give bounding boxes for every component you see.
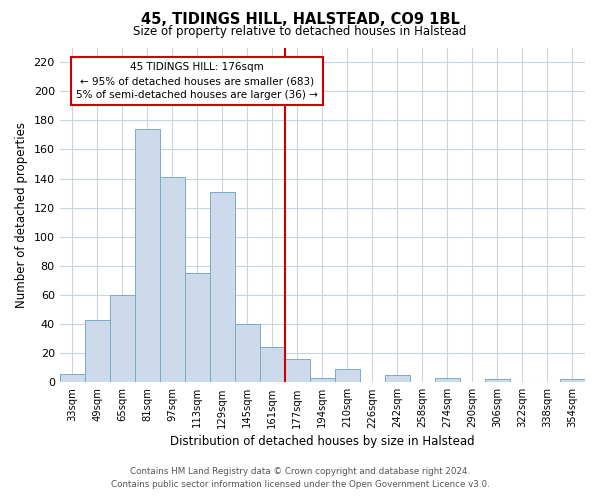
Bar — [260, 348, 285, 382]
Text: Size of property relative to detached houses in Halstead: Size of property relative to detached ho… — [133, 25, 467, 38]
Bar — [485, 380, 510, 382]
Bar — [435, 378, 460, 382]
Y-axis label: Number of detached properties: Number of detached properties — [15, 122, 28, 308]
Text: 45 TIDINGS HILL: 176sqm
← 95% of detached houses are smaller (683)
5% of semi-de: 45 TIDINGS HILL: 176sqm ← 95% of detache… — [76, 62, 318, 100]
Bar — [135, 129, 160, 382]
Bar — [59, 374, 85, 382]
Bar — [85, 320, 110, 382]
Bar — [385, 375, 410, 382]
Bar — [210, 192, 235, 382]
Text: Contains HM Land Registry data © Crown copyright and database right 2024.
Contai: Contains HM Land Registry data © Crown c… — [110, 467, 490, 489]
Bar — [185, 273, 210, 382]
Bar — [110, 295, 135, 382]
Bar — [310, 378, 335, 382]
Bar — [285, 359, 310, 382]
Bar — [160, 177, 185, 382]
Bar — [335, 369, 360, 382]
Text: 45, TIDINGS HILL, HALSTEAD, CO9 1BL: 45, TIDINGS HILL, HALSTEAD, CO9 1BL — [140, 12, 460, 26]
Bar — [235, 324, 260, 382]
X-axis label: Distribution of detached houses by size in Halstead: Distribution of detached houses by size … — [170, 434, 475, 448]
Bar — [560, 380, 585, 382]
